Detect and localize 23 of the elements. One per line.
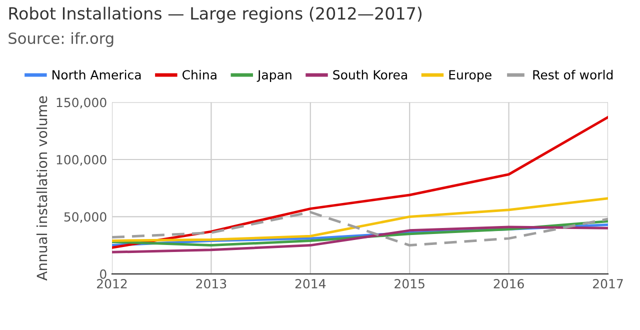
legend-label: China	[182, 70, 216, 80]
x-tick-label: 2017	[593, 278, 623, 288]
y-axis-title: Annual installation volume	[36, 96, 48, 281]
y-tick-label: 150,000	[56, 98, 106, 108]
y-tick-label: 100,000	[56, 154, 106, 166]
legend-label: Europe	[449, 70, 492, 82]
legend-label: Japan	[256, 70, 292, 82]
line-series	[112, 197, 608, 242]
legend-label: South Korea	[333, 70, 407, 80]
line-series	[112, 210, 608, 247]
x-tick-label: 2016	[494, 278, 524, 288]
x-tick-label: 2015	[394, 278, 424, 288]
x-tick-label: 2014	[295, 278, 326, 288]
line-series	[112, 226, 608, 254]
chart-title: Robot Installations — Large regions (2012—2017)	[9, 6, 422, 23]
y-tick-label: 50,000	[64, 212, 106, 223]
legend-label: North America	[52, 70, 141, 80]
line-series	[112, 116, 608, 249]
y-tick-label: 0	[100, 269, 106, 279]
chart-subtitle: Source: ifr.org	[8, 32, 114, 47]
legend-label: Rest of world	[533, 70, 613, 80]
x-tick-label: 2012	[97, 278, 127, 288]
x-tick-label: 2013	[196, 278, 226, 288]
